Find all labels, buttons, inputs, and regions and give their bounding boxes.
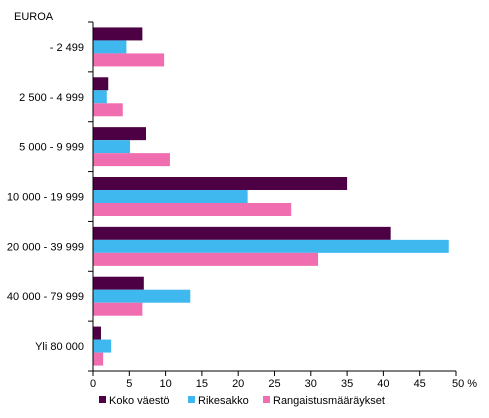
bar-1-2 — [93, 77, 109, 91]
category-label: 20 000 - 39 999 — [7, 241, 84, 253]
legend-swatch-1 — [99, 396, 106, 403]
bar-3-4 — [93, 203, 292, 216]
x-tick-label: 40 — [377, 378, 389, 390]
x-tick-label: 15 — [196, 378, 208, 390]
x-tick-label: 25 — [268, 378, 280, 390]
category-label: 10 000 - 19 999 — [7, 192, 84, 204]
x-tick-label: 10 — [159, 378, 171, 390]
category-label: 40 000 - 79 999 — [7, 291, 84, 303]
x-tick-label: 50 % — [452, 378, 477, 390]
bar-2-4 — [93, 190, 248, 203]
bar-2-1 — [93, 40, 127, 54]
x-tick-label: 0 — [90, 378, 96, 390]
unit-label: EUROA — [14, 11, 54, 23]
legend-label-3: Rangaistusmääräykset — [273, 395, 385, 407]
x-tick-label: 5 — [126, 378, 132, 390]
bar-1-5 — [93, 226, 391, 240]
bar-2-6 — [93, 289, 191, 303]
legend-label-2: Rikesakko — [198, 395, 249, 407]
bar-3-3 — [93, 153, 170, 167]
x-tick-label: 35 — [341, 378, 353, 390]
x-tick-label: 45 — [414, 378, 426, 390]
legend-swatch-2 — [188, 396, 195, 403]
legend: Koko väestö Rikesakko Rangaistusmääräykset — [99, 395, 385, 407]
legend-swatch-3 — [263, 396, 270, 403]
category-label: - 2 499 — [50, 42, 84, 54]
category-label: 2 500 - 4 999 — [19, 92, 84, 104]
bar-2-3 — [93, 140, 131, 154]
bar-3-6 — [93, 302, 143, 316]
bar-1-6 — [93, 276, 144, 290]
bar-1-3 — [93, 127, 146, 141]
bar-2-2 — [93, 90, 107, 104]
legend-label-1: Koko väestö — [109, 395, 170, 407]
bar-3-1 — [93, 53, 165, 67]
category-label: 5 000 - 9 999 — [19, 142, 84, 154]
bar-1-7 — [93, 326, 101, 340]
bar-1-1 — [93, 27, 143, 41]
bar-2-7 — [93, 339, 112, 353]
bar-3-5 — [93, 252, 319, 266]
category-label: Yli 80 000 — [35, 341, 84, 353]
bar-3-2 — [93, 103, 123, 117]
bar-3-7 — [93, 352, 104, 366]
bar-2-5 — [93, 239, 449, 253]
bar-1-4 — [93, 177, 348, 190]
bars-layer — [93, 27, 449, 366]
axes-layer: - 2 499 2 500 - 4 999 5 000 - 9 999 10 000 … — [7, 21, 477, 390]
x-tick-label: 20 — [232, 378, 244, 390]
x-tick-label: 30 — [305, 378, 317, 390]
